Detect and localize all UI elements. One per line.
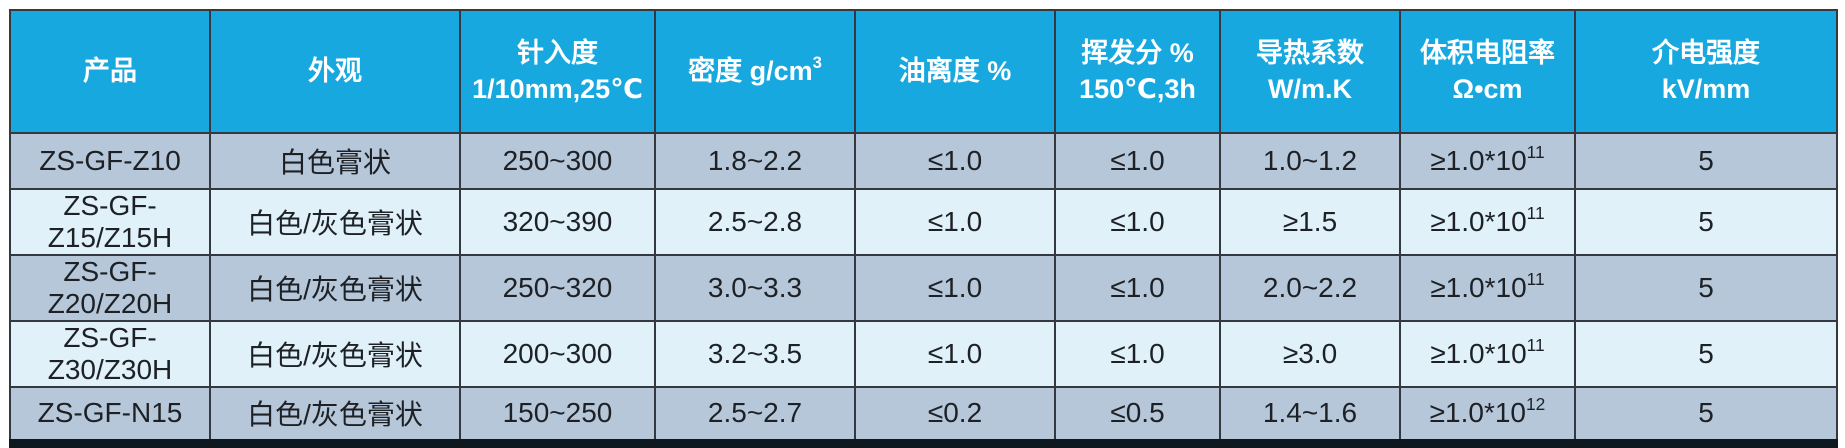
- table-cell-thermal-conductivity: 2.0~2.2: [1219, 254, 1401, 322]
- column-header-line2: kV/mm: [1661, 73, 1751, 104]
- table-cell-volume-resistivity: ≥1.0*1011: [1399, 254, 1576, 322]
- table-cell-density: 1.8~2.2: [654, 132, 856, 190]
- table-cell-appearance: 白色膏状: [209, 132, 461, 190]
- column-header-line2: 1/10mm,25℃: [472, 73, 643, 104]
- table-row: ZS-GF-Z15/Z15H 白色/灰色膏状 320~390 2.5~2.8 ≤1.0 ≤…: [9, 188, 1838, 256]
- column-header-appearance: 外观: [209, 9, 461, 134]
- table-row: ZS-GF-Z30/Z30H 白色/灰色膏状 200~300 3.2~3.5 ≤1.0 ≤…: [9, 320, 1838, 388]
- table-cell-thermal-conductivity: ≥1.5: [1219, 188, 1401, 256]
- column-header-line2: 150℃,3h: [1079, 73, 1196, 104]
- table-cell-product: ZS-GF-N15: [9, 386, 211, 444]
- table-cell-dielectric-strength: 5: [1574, 386, 1838, 444]
- table-cell-density: 3.2~3.5: [654, 320, 856, 388]
- table-cell-volatile-matter: ≤1.0: [1054, 254, 1221, 322]
- column-header-line1: 密度 g/cm3: [688, 52, 822, 86]
- column-header-dielectric-strength: 介电强度 kV/mm: [1574, 9, 1838, 134]
- column-header-line1: 导热系数: [1256, 37, 1364, 68]
- table-cell-appearance: 白色/灰色膏状: [209, 386, 461, 444]
- superscript: 11: [1526, 141, 1545, 162]
- product-spec-table: 产品 外观 针入度 1/10mm,25℃ 密度 g/cm3 油离度 % 挥发分 % 150℃,…: [9, 9, 1838, 448]
- column-header-line1: 产品: [83, 55, 137, 86]
- column-header-line1: 油离度 %: [898, 55, 1012, 86]
- table-body: ZS-GF-Z10 白色膏状 250~300 1.8~2.2 ≤1.0 ≤1.0 1.0~1…: [9, 132, 1838, 444]
- table-cell-oil-separation: ≤1.0: [854, 132, 1056, 190]
- table-cell-dielectric-strength: 5: [1574, 254, 1838, 322]
- table-cell-dielectric-strength: 5: [1574, 320, 1838, 388]
- table-cell-density: 3.0~3.3: [654, 254, 856, 322]
- table-cell-product: ZS-GF-Z15/Z15H: [9, 188, 211, 256]
- table-cell-oil-separation: ≤1.0: [854, 254, 1056, 322]
- column-header-oil-separation: 油离度 %: [854, 9, 1056, 134]
- table-cell-dielectric-strength: 5: [1574, 188, 1838, 256]
- table-cell-penetration: 250~300: [459, 132, 656, 190]
- superscript: 11: [1526, 334, 1545, 355]
- table-cell-thermal-conductivity: 1.0~1.2: [1219, 132, 1401, 190]
- table-cell-product: ZS-GF-Z30/Z30H: [9, 320, 211, 388]
- superscript: 12: [1526, 393, 1546, 414]
- superscript: 11: [1526, 268, 1545, 289]
- table-cell-volatile-matter: ≤1.0: [1054, 188, 1221, 256]
- table-row: ZS-GF-Z20/Z20H 白色/灰色膏状 250~320 3.0~3.3 ≤1.0 ≤…: [9, 254, 1838, 322]
- table-cell-oil-separation: ≤1.0: [854, 188, 1056, 256]
- superscript: 3: [812, 52, 822, 72]
- column-header-line1: 针入度: [517, 37, 598, 68]
- column-header-line2: Ω•cm: [1452, 73, 1523, 104]
- column-header-thermal-conductivity: 导热系数 W/m.K: [1219, 9, 1401, 134]
- column-header-line2: W/m.K: [1268, 73, 1352, 104]
- table-cell-penetration: 250~320: [459, 254, 656, 322]
- column-header-line1: 外观: [308, 55, 362, 86]
- table-cell-volume-resistivity: ≥1.0*1011: [1399, 320, 1576, 388]
- table-cell-volume-resistivity: ≥1.0*1011: [1399, 188, 1576, 256]
- table-cell-appearance: 白色/灰色膏状: [209, 254, 461, 322]
- header-row: 产品 外观 针入度 1/10mm,25℃ 密度 g/cm3 油离度 % 挥发分 % 150℃,…: [9, 9, 1838, 134]
- table-cell-volatile-matter: ≤1.0: [1054, 320, 1221, 388]
- column-header-line1: 介电强度: [1652, 37, 1760, 68]
- table-cell-oil-separation: ≤0.2: [854, 386, 1056, 444]
- table-row: ZS-GF-Z10 白色膏状 250~300 1.8~2.2 ≤1.0 ≤1.0 1.0~1…: [9, 132, 1838, 190]
- table-cell-thermal-conductivity: 1.4~1.6: [1219, 386, 1401, 444]
- column-header-volume-resistivity: 体积电阻率 Ω•cm: [1399, 9, 1576, 134]
- table-cell-volume-resistivity: ≥1.0*1011: [1399, 132, 1576, 190]
- column-header-product: 产品: [9, 9, 211, 134]
- table-cell-density: 2.5~2.7: [654, 386, 856, 444]
- table-cell-product: ZS-GF-Z10: [9, 132, 211, 190]
- table-cell-product: ZS-GF-Z20/Z20H: [9, 254, 211, 322]
- table-cell-volatile-matter: ≤1.0: [1054, 132, 1221, 190]
- column-header-penetration: 针入度 1/10mm,25℃: [459, 9, 656, 134]
- table-cell-penetration: 200~300: [459, 320, 656, 388]
- table-cell-volume-resistivity: ≥1.0*1012: [1399, 386, 1576, 444]
- table-cell-density: 2.5~2.8: [654, 188, 856, 256]
- table-row: ZS-GF-N15 白色/灰色膏状 150~250 2.5~2.7 ≤0.2 ≤0.5 1.…: [9, 386, 1838, 444]
- table-cell-penetration: 320~390: [459, 188, 656, 256]
- column-header-line1: 挥发分 %: [1081, 37, 1194, 68]
- table-cell-penetration: 150~250: [459, 386, 656, 444]
- column-header-volatile-matter: 挥发分 % 150℃,3h: [1054, 9, 1221, 134]
- superscript: 11: [1526, 202, 1545, 223]
- table-cell-appearance: 白色/灰色膏状: [209, 188, 461, 256]
- table-cell-volatile-matter: ≤0.5: [1054, 386, 1221, 444]
- column-header-line1: 体积电阻率: [1420, 37, 1555, 68]
- table-cell-oil-separation: ≤1.0: [854, 320, 1056, 388]
- table-cell-thermal-conductivity: ≥3.0: [1219, 320, 1401, 388]
- table-header: 产品 外观 针入度 1/10mm,25℃ 密度 g/cm3 油离度 % 挥发分 % 150℃,…: [9, 9, 1838, 134]
- table-cell-appearance: 白色/灰色膏状: [209, 320, 461, 388]
- column-header-density: 密度 g/cm3: [654, 9, 856, 134]
- table-cell-dielectric-strength: 5: [1574, 132, 1838, 190]
